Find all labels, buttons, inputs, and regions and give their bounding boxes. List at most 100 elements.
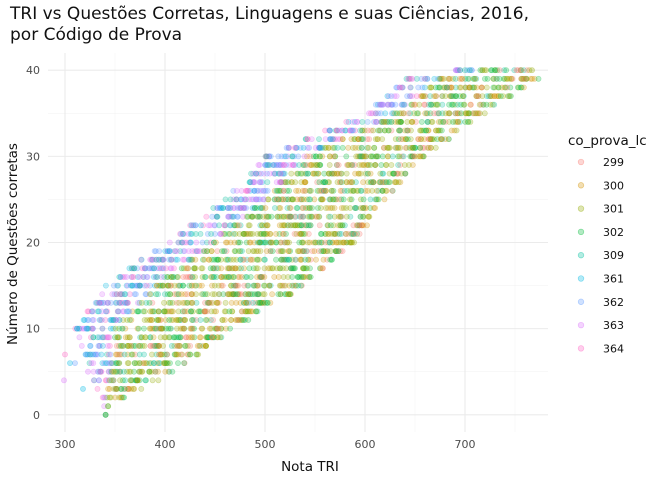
data-point bbox=[117, 351, 123, 358]
data-point bbox=[238, 265, 244, 272]
data-point bbox=[402, 170, 409, 177]
legend-key-302 bbox=[577, 228, 585, 236]
data-point bbox=[254, 282, 261, 289]
data-point bbox=[178, 351, 184, 358]
data-point bbox=[160, 360, 167, 366]
data-point bbox=[158, 325, 165, 332]
data-point bbox=[384, 153, 391, 160]
data-point bbox=[232, 248, 239, 254]
data-point bbox=[87, 342, 93, 349]
data-point bbox=[92, 299, 99, 306]
data-point bbox=[303, 222, 310, 229]
data-point bbox=[230, 291, 237, 298]
data-point bbox=[142, 360, 149, 366]
data-point bbox=[217, 205, 224, 211]
data-point bbox=[151, 360, 157, 366]
data-point bbox=[155, 317, 162, 323]
data-point bbox=[521, 84, 527, 91]
data-point bbox=[199, 274, 206, 280]
data-point bbox=[402, 170, 408, 177]
data-point bbox=[289, 274, 296, 280]
data-point bbox=[265, 213, 272, 220]
data-point bbox=[378, 162, 385, 168]
data-point bbox=[361, 205, 368, 211]
data-point bbox=[294, 170, 301, 177]
data-point bbox=[136, 368, 143, 375]
data-point bbox=[301, 153, 308, 160]
legend-label-363: 363 bbox=[603, 319, 624, 332]
data-point bbox=[210, 205, 217, 211]
data-point bbox=[131, 265, 138, 272]
data-point bbox=[300, 205, 307, 211]
data-point bbox=[256, 213, 263, 220]
data-point bbox=[301, 179, 308, 186]
data-point bbox=[225, 291, 232, 298]
data-point bbox=[128, 274, 135, 280]
data-point bbox=[207, 265, 214, 272]
data-point bbox=[267, 239, 274, 246]
data-point bbox=[319, 196, 326, 203]
data-point bbox=[221, 222, 228, 229]
data-point bbox=[247, 179, 254, 186]
data-point bbox=[139, 265, 146, 272]
data-point bbox=[221, 274, 227, 280]
legend-key-363 bbox=[577, 321, 585, 329]
data-point bbox=[173, 351, 180, 358]
data-point bbox=[353, 205, 360, 211]
data-point bbox=[123, 274, 130, 280]
data-point bbox=[358, 222, 365, 229]
data-point bbox=[281, 162, 288, 168]
data-point bbox=[360, 213, 366, 220]
data-point bbox=[221, 308, 228, 315]
data-point bbox=[253, 248, 260, 254]
data-point bbox=[277, 239, 284, 246]
data-point bbox=[135, 325, 142, 332]
data-point bbox=[257, 230, 264, 237]
data-point bbox=[286, 162, 293, 168]
data-point bbox=[335, 239, 342, 246]
data-point bbox=[299, 239, 306, 246]
data-point bbox=[393, 93, 400, 99]
data-point bbox=[231, 222, 237, 229]
data-point bbox=[267, 299, 274, 306]
data-point bbox=[218, 325, 225, 332]
data-point bbox=[336, 196, 342, 203]
data-point bbox=[215, 282, 222, 289]
data-point bbox=[143, 291, 150, 298]
data-point bbox=[121, 291, 128, 298]
data-point bbox=[205, 334, 211, 341]
data-point bbox=[219, 205, 226, 211]
data-point bbox=[249, 248, 256, 254]
data-point bbox=[101, 360, 108, 366]
data-point bbox=[277, 265, 284, 272]
data-point bbox=[84, 317, 91, 323]
legend-title: co_prova_lc bbox=[568, 133, 647, 149]
data-point bbox=[254, 308, 261, 315]
data-point bbox=[214, 325, 221, 332]
data-point bbox=[320, 187, 327, 194]
data-point bbox=[300, 162, 306, 168]
data-point bbox=[381, 196, 388, 203]
data-point bbox=[263, 222, 270, 229]
data-point bbox=[149, 317, 155, 323]
data-point bbox=[225, 213, 232, 220]
data-point bbox=[360, 196, 367, 203]
data-point bbox=[367, 162, 374, 168]
data-point bbox=[227, 222, 234, 229]
data-point bbox=[197, 334, 204, 341]
data-point bbox=[189, 274, 196, 280]
data-point bbox=[338, 230, 345, 237]
data-point bbox=[156, 325, 163, 332]
data-point bbox=[317, 265, 324, 272]
data-point bbox=[225, 291, 232, 298]
data-point bbox=[281, 213, 288, 220]
data-point bbox=[467, 101, 474, 108]
data-point bbox=[124, 385, 131, 392]
data-point bbox=[418, 119, 425, 125]
data-point bbox=[280, 170, 286, 177]
data-point bbox=[173, 248, 180, 254]
data-point bbox=[178, 291, 185, 298]
data-point bbox=[271, 187, 278, 194]
data-point bbox=[341, 222, 348, 229]
data-point bbox=[149, 299, 156, 306]
